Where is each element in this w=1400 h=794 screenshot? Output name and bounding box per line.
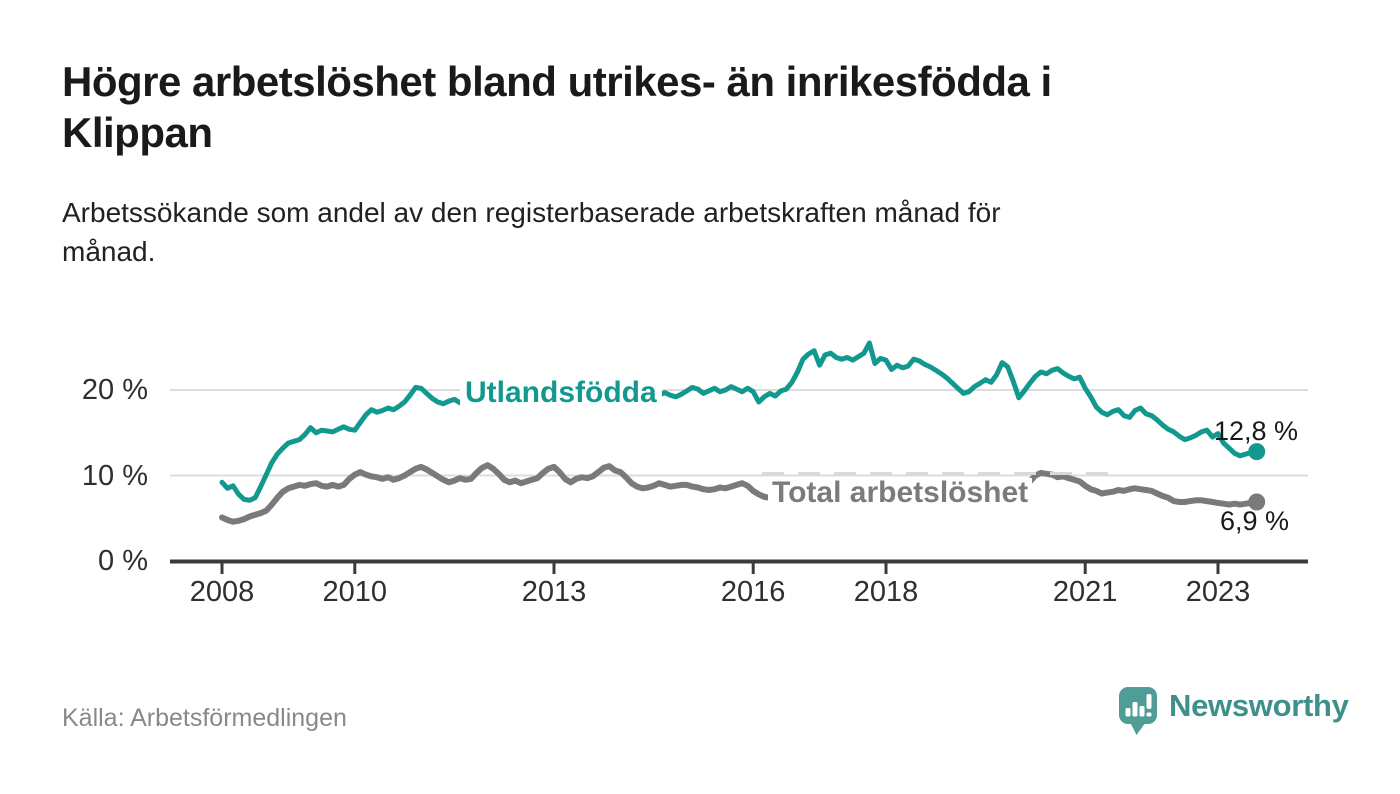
y-axis-label-20: 20 % xyxy=(81,374,148,406)
page-subtitle: Arbetssökande som andel av den registerb… xyxy=(62,197,1001,267)
newsworthy-logo-icon xyxy=(1119,687,1157,735)
end-value-utlandsfodda: 12,8 % xyxy=(1214,416,1299,446)
source-note: Källa: Arbetsförmedlingen xyxy=(62,704,347,732)
x-axis-label-2013: 2013 xyxy=(521,576,587,608)
x-axis-label-2018: 2018 xyxy=(853,576,919,608)
series-line-utlandsfodda xyxy=(219,340,1260,503)
gridline-dash-overlay xyxy=(762,472,1114,475)
x-axis-label-2023: 2023 xyxy=(1185,576,1251,608)
series-line-total-arbetsloshet xyxy=(219,462,1260,525)
series-label-utlandsfodda: Utlandsfödda xyxy=(460,377,662,409)
page-title: Högre arbetslöshet bland utrikes- än inr… xyxy=(62,58,1052,157)
x-axis-label-2016: 2016 xyxy=(720,576,786,608)
series-label-total-arbetsloshet: Total arbetslöshet xyxy=(768,478,1033,508)
endpoint-dot-total-arbetsloshet xyxy=(1248,493,1266,511)
x-axis-label-2010: 2010 xyxy=(322,576,388,608)
endpoint-dot-utlandsfodda xyxy=(1248,443,1266,461)
end-value-total-arbetsloshet: 6,9 % xyxy=(1220,506,1290,536)
newsworthy-logo-text: Newsworthy xyxy=(1169,688,1349,723)
x-axis-label-2008: 2008 xyxy=(189,576,255,608)
y-axis-label-10: 10 % xyxy=(81,459,148,492)
y-axis-label-0: 0 % xyxy=(98,545,148,577)
x-axis-label-2021: 2021 xyxy=(1052,576,1118,608)
newsworthy-logo: Newsworthy xyxy=(1118,686,1349,736)
